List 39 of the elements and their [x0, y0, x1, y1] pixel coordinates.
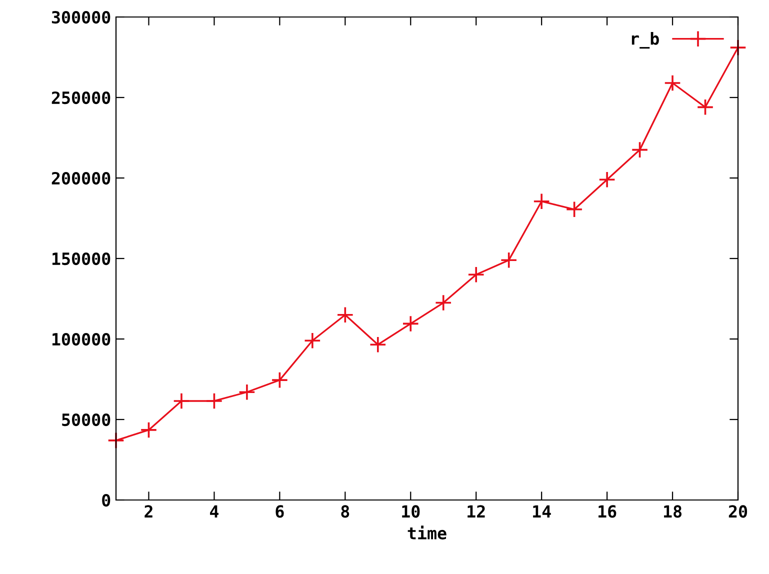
point [598, 171, 616, 188]
point [631, 141, 648, 158]
y-tick-label: 0 [102, 494, 110, 507]
point [434, 294, 452, 312]
point [140, 421, 158, 439]
x-tick-label: 8 [341, 505, 350, 518]
x-axis-title: time [408, 526, 446, 540]
point [402, 315, 420, 332]
x-tick-label: 6 [276, 505, 284, 518]
y-tick-label: 300000 [52, 10, 110, 24]
point [107, 432, 125, 449]
x-tick-label: 20 [728, 505, 748, 518]
point [271, 372, 288, 389]
x-tick-label: 18 [664, 505, 682, 518]
x-tick-label: 14 [533, 505, 551, 518]
x-tick-label: 10 [402, 505, 420, 518]
point [566, 200, 583, 218]
point [304, 332, 321, 350]
x-tick-label: 16 [598, 505, 616, 518]
point [500, 252, 518, 269]
point [533, 192, 550, 210]
y-tick-label: 200000 [52, 172, 110, 185]
point [238, 384, 256, 401]
point [468, 266, 485, 284]
point [369, 336, 386, 354]
y-tick-label: 50000 [62, 413, 110, 426]
legend-label: r_b [632, 32, 659, 49]
point [729, 39, 747, 56]
y-tick-label: 150000 [52, 252, 110, 266]
point [172, 392, 190, 410]
y-tick-label: 250000 [52, 91, 110, 104]
y-tick-label: 100000 [52, 332, 110, 346]
point [206, 392, 223, 410]
point [664, 74, 682, 92]
x-tick-label: 2 [144, 505, 152, 518]
x-tick-label: 4 [210, 505, 218, 518]
point [696, 98, 714, 116]
x-tick-label: 12 [468, 505, 485, 518]
point [336, 306, 354, 324]
